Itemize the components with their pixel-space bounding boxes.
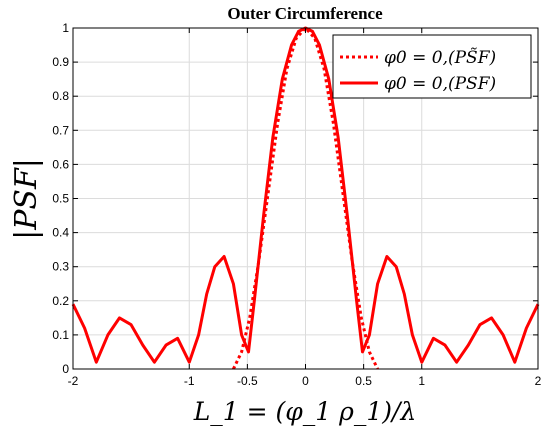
y-axis-label: |PSF| [9,158,44,240]
x-tick-label: 2 [535,374,542,388]
x-tick-label: 0 [302,374,309,388]
y-tick-label: 0.5 [52,192,69,206]
x-tick-label: -1 [184,374,195,388]
y-tick-label: 0.3 [52,260,69,274]
x-axis-label: L_1 = (φ_1 ρ_1)/λ [193,397,417,426]
x-tick-label: -0.5 [237,374,258,388]
legend-box [332,34,532,99]
y-tick-label: 0.6 [52,157,69,171]
tick-layer: -2 -1 -0.5 0 0.5 1 2 0 0.1 0.2 0.3 0.4 0.5 0.6 0.7 0.8 0… [52,21,541,388]
y-tick-label: 0.2 [52,294,69,308]
y-tick-label: 0.1 [52,328,69,342]
y-tick-label: 0.8 [52,89,69,103]
y-tick-label: 0.4 [52,226,69,240]
y-tick-label: 0.7 [52,123,69,137]
legend-label-psf-tilde: φ0 = 0,(PS̃F) [384,48,496,68]
chart-title: Outer Circumference [227,4,383,23]
x-tick-label: -2 [68,374,79,388]
y-tick-label: 0 [62,362,69,376]
y-tick-label: 0.9 [52,55,69,69]
legend: φ0 = 0,(PS̃F) φ0 = 0,(PSF) [332,34,532,99]
legend-label-psf: φ0 = 0,(PSF) [384,74,496,94]
y-tick-label: 1 [62,21,69,35]
x-tick-label: 1 [418,374,425,388]
x-tick-label: 0.5 [355,374,372,388]
